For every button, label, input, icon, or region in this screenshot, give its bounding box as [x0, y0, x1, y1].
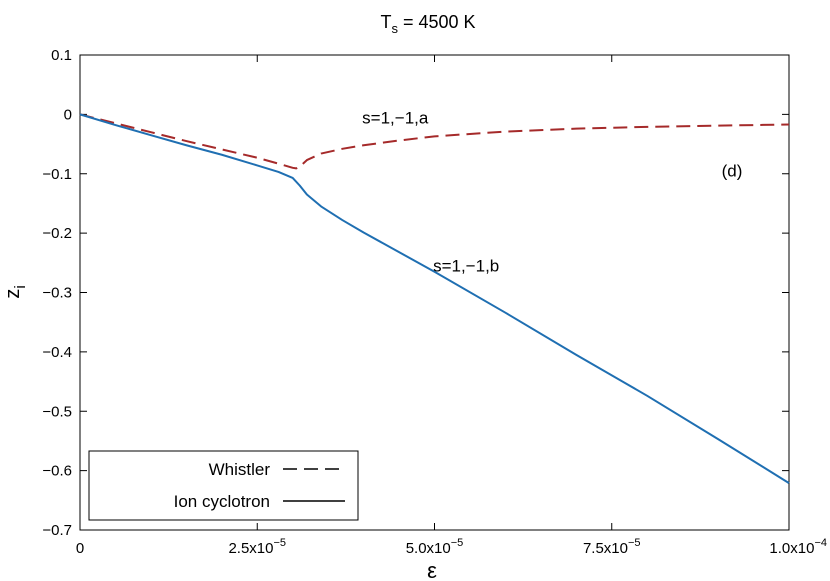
legend-label-whistler: Whistler: [209, 460, 271, 479]
y-axis-label: zi: [2, 285, 29, 298]
x-tick-label: 7.5x10−5: [583, 537, 641, 557]
y-tick-label: 0: [64, 106, 72, 123]
x-tick-label: 2.5x10−5: [228, 537, 286, 557]
axis-ticks: 0.10−0.1−0.2−0.3−0.4−0.5−0.6−0.70 2.5x10−…: [42, 47, 827, 557]
x-axis-label: ε: [427, 558, 437, 581]
y-tick-label: −0.3: [42, 285, 72, 302]
x-tick-label: 5.0x10−5: [406, 537, 464, 557]
x-tick-label: 1.0x10−4: [769, 537, 827, 557]
annotation: s=1,−1,a: [362, 108, 429, 127]
legend: Whistler Ion cyclotron: [88, 450, 359, 521]
annotations: s=1,−1,a s=1,−1,b (d): [362, 108, 742, 275]
series-line-ion-cyclotron: [79, 113, 790, 484]
legend-box: [88, 450, 359, 521]
annotation: (d): [722, 162, 743, 181]
y-axis-label-subscript: i: [12, 285, 29, 288]
x-tick-label: 0: [76, 540, 84, 557]
legend-label-ion-cyclotron: Ion cyclotron: [174, 492, 270, 511]
chart-title: Ts = 4500 K: [380, 12, 475, 36]
series-line-whistler: [79, 113, 790, 170]
y-tick-label: −0.4: [42, 344, 72, 361]
chart-title-subscript: s: [391, 21, 398, 36]
chart-title-main: T: [380, 12, 391, 32]
y-tick-label: −0.5: [42, 403, 72, 420]
annotation: s=1,−1,b: [433, 257, 499, 276]
y-tick-label: −0.6: [42, 463, 72, 480]
y-axis-label-main: z: [2, 289, 24, 299]
series-layer: [79, 113, 790, 484]
y-tick-label: −0.2: [42, 225, 72, 242]
y-tick-label: 0.1: [51, 47, 72, 64]
y-tick-label: −0.7: [42, 522, 72, 539]
chart-title-rest: = 4500 K: [398, 12, 476, 32]
y-tick-label: −0.1: [42, 166, 72, 183]
